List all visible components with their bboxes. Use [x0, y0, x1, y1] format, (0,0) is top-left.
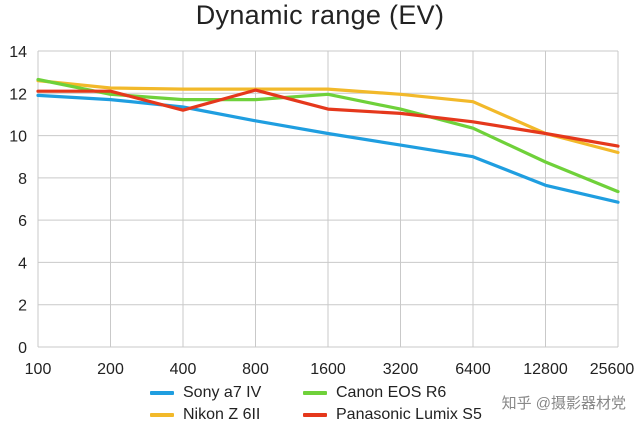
legend-swatch-canon	[303, 391, 327, 395]
legend-swatch-panasonic	[303, 413, 327, 417]
x-tick-label: 12800	[523, 361, 568, 378]
legend-label-nikon: Nikon Z 6II	[183, 406, 261, 423]
x-tick-label: 6400	[455, 361, 491, 378]
y-tick-label: 0	[18, 340, 27, 357]
y-axis-ticks: 0 2 4 6 8 10 12 14	[9, 44, 27, 357]
legend-label-panasonic: Panasonic Lumix S5	[336, 406, 482, 423]
legend-item-panasonic: Panasonic Lumix S5	[303, 406, 482, 424]
x-tick-label: 1600	[310, 361, 346, 378]
y-tick-label: 4	[18, 255, 27, 272]
legend-label-canon: Canon EOS R6	[336, 384, 447, 401]
y-tick-label: 14	[9, 44, 27, 61]
y-tick-label: 6	[18, 213, 27, 230]
y-tick-label: 10	[9, 129, 27, 146]
x-tick-label: 3200	[383, 361, 419, 378]
series-line-sony-a7-iv	[36, 93, 620, 204]
y-tick-label: 2	[18, 298, 27, 315]
legend-swatch-nikon	[150, 413, 174, 417]
watermark: 知乎 @摄影器材党	[501, 395, 626, 412]
x-tick-label: 100	[25, 361, 52, 378]
series-line-panasonic-lumix-s5	[36, 88, 620, 148]
legend-swatch-sony	[150, 391, 174, 395]
x-axis-ticks: 100 200 400 800 1600 3200 6400 12800 25600	[25, 361, 635, 378]
legend-label-sony: Sony a7 IV	[183, 384, 262, 401]
series-line-nikon-z-6ii	[36, 78, 620, 155]
y-tick-label: 8	[18, 171, 27, 188]
legend-item-nikon: Nikon Z 6II	[150, 406, 260, 424]
legend-item-sony: Sony a7 IV	[150, 384, 261, 402]
x-tick-label: 25600	[590, 361, 635, 378]
chart-title: Dynamic range (EV)	[195, 0, 445, 30]
grid	[37, 50, 619, 348]
legend-item-canon: Canon EOS R6	[303, 384, 446, 402]
x-tick-label: 800	[242, 361, 269, 378]
x-tick-label: 400	[170, 361, 197, 378]
x-tick-label: 200	[97, 361, 124, 378]
y-tick-label: 12	[9, 86, 27, 103]
series-lines	[36, 77, 620, 204]
